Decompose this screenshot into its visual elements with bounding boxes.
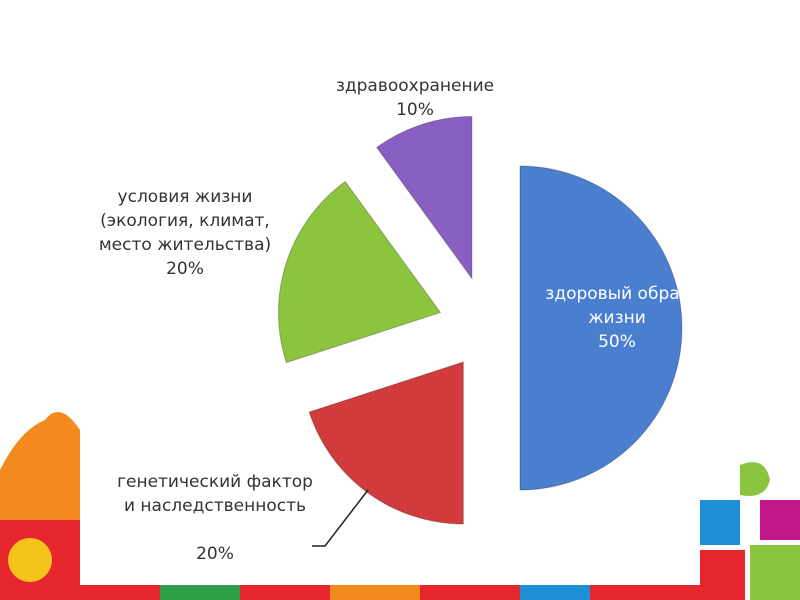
pie-slice bbox=[519, 165, 683, 491]
decoration bbox=[0, 412, 800, 600]
slice-label: здоровый образ жизни bbox=[545, 284, 689, 328]
pie-slice bbox=[277, 180, 442, 364]
slice-value-label: 50% bbox=[598, 332, 636, 352]
slice-label: здравоохранение bbox=[335, 76, 495, 96]
leader-line bbox=[312, 489, 369, 547]
pie-slice bbox=[308, 361, 464, 525]
slice-value-label: 20% bbox=[166, 259, 204, 279]
slice-label: условия жизни (экология, климат, место ж… bbox=[98, 187, 272, 255]
slice-value-label: 10% bbox=[396, 100, 434, 120]
slice-value-label: 20% bbox=[196, 544, 234, 564]
slice-label: генетический фактор и наследственность bbox=[117, 472, 313, 516]
pie-slice bbox=[376, 116, 473, 281]
